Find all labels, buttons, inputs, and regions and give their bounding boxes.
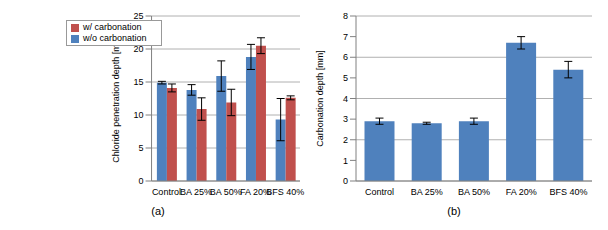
svg-text:BFS 40%: BFS 40% (549, 187, 587, 197)
svg-text:15: 15 (134, 77, 144, 87)
svg-text:5: 5 (343, 73, 348, 83)
svg-text:0: 0 (343, 176, 348, 186)
svg-text:6: 6 (343, 52, 348, 62)
svg-text:5: 5 (139, 143, 144, 153)
svg-text:25: 25 (134, 11, 144, 21)
svg-text:8: 8 (343, 11, 348, 21)
svg-text:BA 50%: BA 50% (210, 187, 242, 197)
svg-text:3: 3 (343, 114, 348, 124)
svg-text:FA 20%: FA 20% (239, 187, 271, 198)
svg-text:BA 50%: BA 50% (458, 187, 490, 197)
svg-text:Chloride penetration depth [mm: Chloride penetration depth [mm] (111, 34, 121, 163)
svg-text:BA 25%: BA 25% (180, 187, 212, 197)
svg-text:2: 2 (343, 135, 348, 145)
html-text:(b): (b) (447, 205, 461, 217)
html-text:w/o carbonation: w/o carbonation (83, 33, 147, 43)
svg-text:FA 20%: FA 20% (506, 187, 537, 197)
svg-text:Control: Control (152, 187, 181, 197)
svg-text:0: 0 (139, 176, 144, 186)
svg-text:1: 1 (343, 156, 348, 166)
svg-text:Control: Control (365, 187, 394, 197)
svg-text:20: 20 (134, 44, 144, 54)
svg-text:BA 25%: BA 25% (411, 187, 443, 197)
svg-text:10: 10 (134, 110, 144, 120)
svg-text:7: 7 (343, 32, 348, 42)
html-text:(a): (a) (151, 205, 165, 217)
svg-text:BFS 40%: BFS 40% (266, 187, 304, 197)
svg-text:Carbonation depth [mm]: Carbonation depth [mm] (315, 50, 325, 147)
html-text:w/ carbonation: w/ carbonation (83, 22, 142, 32)
svg-text:4: 4 (343, 94, 348, 104)
